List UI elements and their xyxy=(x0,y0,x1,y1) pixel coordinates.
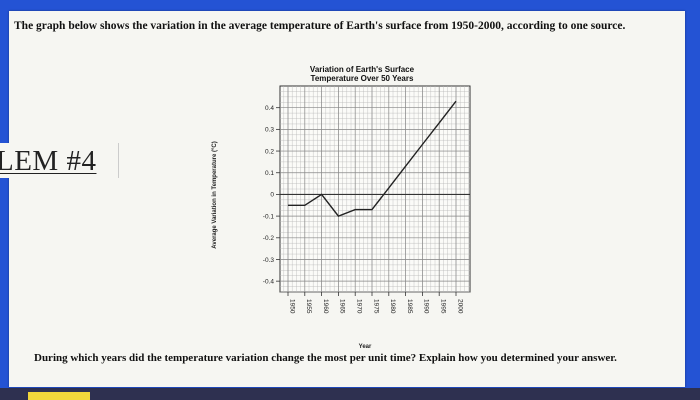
problem-label-box: LEM #4 xyxy=(0,143,119,178)
y-tick-label: -0.1 xyxy=(263,213,275,220)
x-tick-label: 1960 xyxy=(322,299,329,314)
temperature-line xyxy=(288,100,457,217)
x-tick-label: 1995 xyxy=(440,299,447,314)
x-tick-label: 1970 xyxy=(356,299,363,314)
yellow-tab xyxy=(28,392,90,400)
x-axis-label: Year xyxy=(359,344,372,350)
x-tick-label: 2000 xyxy=(456,299,463,314)
y-tick-label: -0.2 xyxy=(263,235,275,242)
y-tick-label: 0.2 xyxy=(265,148,274,155)
chart-title-line1: Variation of Earth's Surface xyxy=(310,65,415,74)
problem-label: LEM #4 xyxy=(0,145,97,177)
x-tick-label: 1975 xyxy=(372,299,379,314)
chart-grid xyxy=(279,85,471,293)
y-axis-label: Average Variation in Temperature (°C) xyxy=(212,141,218,248)
x-tick-label: 1985 xyxy=(406,299,413,314)
x-tick-label: 1965 xyxy=(339,299,346,314)
y-tick-label: 0.3 xyxy=(265,127,274,134)
y-tick-label: -0.3 xyxy=(263,257,275,264)
y-tick-label: 0.1 xyxy=(265,170,274,177)
x-tick-label: 1980 xyxy=(389,299,396,314)
chart-title-line2: Temperature Over 50 Years xyxy=(311,74,414,83)
y-tick-label: 0 xyxy=(270,192,274,199)
bottom-strip xyxy=(0,388,700,400)
chart-ticks: 0.4 0.3 0.2 0.1 0 -0.1 -0.2 -0.3 -0.4 1950 1955 196… xyxy=(263,105,464,314)
y-tick-label: 0.4 xyxy=(265,105,274,112)
question-text: The graph below shows the variation in t… xyxy=(14,20,626,32)
prompt-text: During which years did the temperature v… xyxy=(34,352,617,364)
y-tick-label: -0.4 xyxy=(263,278,275,285)
x-tick-label: 1990 xyxy=(423,299,430,314)
x-tick-label: 1950 xyxy=(288,299,295,314)
x-tick-label: 1955 xyxy=(305,299,312,314)
